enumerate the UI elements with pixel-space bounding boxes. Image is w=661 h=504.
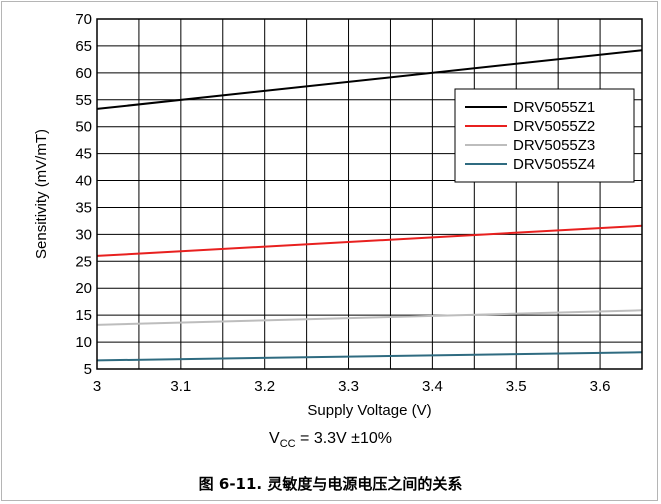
y-axis-title: Sensitivity (mV/mT) (33, 129, 50, 259)
legend-label: DRV5055Z2 (513, 118, 595, 135)
y-tick-label: 50 (75, 119, 92, 136)
x-tick-label: 3.3 (338, 378, 359, 395)
legend-label: DRV5055Z1 (513, 99, 595, 116)
sensitivity-chart: 3 3.1 3.2 3.3 3.4 3.5 3.6 51015202530354045505… (33, 11, 643, 419)
x-axis-title: Supply Voltage (V) (307, 402, 431, 419)
series-line-drv5055z3 (96, 309, 643, 326)
condition-text: = 3.3V ±10% (295, 430, 392, 447)
y-tick-label: 20 (75, 280, 92, 297)
series-line-drv5055z1 (96, 49, 643, 110)
series-line-drv5055z2 (96, 224, 643, 257)
y-tick-label: 15 (75, 307, 92, 324)
condition-subscript: CC (279, 438, 296, 451)
legend-label: DRV5055Z3 (513, 137, 595, 154)
x-tick-label: 3.6 (590, 378, 611, 395)
test-condition: VCC = 3.3V ±10% (0, 430, 661, 450)
x-tick-label: 3.1 (170, 378, 191, 395)
series-line-drv5055z4 (96, 351, 643, 362)
y-tick-label: 65 (75, 38, 92, 55)
y-tick-label: 35 (75, 199, 92, 216)
y-tick-label: 5 (84, 361, 92, 378)
y-tick-label: 55 (75, 92, 92, 109)
legend-label: DRV5055Z4 (513, 156, 595, 173)
series-layer (96, 49, 643, 362)
y-tick-label: 45 (75, 146, 92, 163)
x-tick-labels: 3 3.1 3.2 3.3 3.4 3.5 3.6 (93, 378, 611, 395)
y-tick-label: 25 (75, 253, 92, 270)
legend: DRV5055Z1 DRV5055Z2 DRV5055Z3 DRV5055Z4 (454, 88, 635, 183)
grid (96, 18, 643, 370)
y-tick-label: 60 (75, 65, 92, 82)
x-tick-label: 3.4 (422, 378, 443, 395)
legend-box (454, 88, 635, 183)
y-tick-label: 30 (75, 226, 92, 243)
y-tick-label: 40 (75, 173, 92, 190)
y-tick-label: 70 (75, 11, 92, 28)
condition-prefix: V (269, 430, 280, 447)
x-tick-label: 3.2 (254, 378, 275, 395)
x-tick-label: 3.5 (506, 378, 527, 395)
y-tick-label: 10 (75, 334, 92, 351)
y-tick-labels: 5 10 15 20 25 30 35 40 45 50 55 60 65 70 (75, 11, 92, 378)
figure-caption: 图 6-11. 灵敏度与电源电压之间的关系 (198, 475, 463, 493)
x-tick-label: 3 (93, 378, 101, 395)
plot-border (96, 18, 643, 370)
